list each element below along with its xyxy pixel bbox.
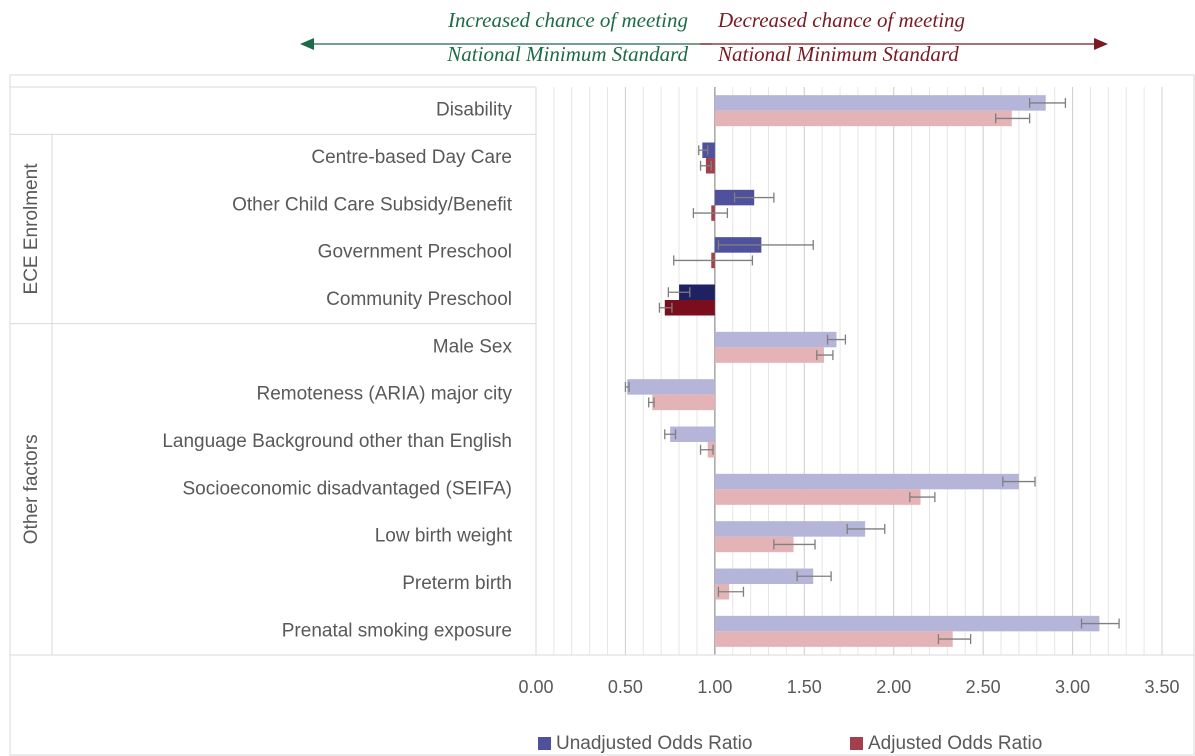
bar [714, 473, 1019, 490]
error-bar [667, 287, 691, 298]
annotation-text: National Minimum Standard [446, 42, 688, 66]
group-label: Other factors [21, 434, 42, 544]
error-bar [1028, 97, 1067, 108]
annotation-text: Decreased chance of meeting [717, 8, 965, 32]
category-label: Disability [436, 100, 513, 121]
legend-swatch [850, 737, 863, 750]
category-label: Low birth weight [375, 526, 513, 547]
bar [714, 631, 953, 647]
error-bar [717, 586, 745, 597]
x-tick-label: 2.00 [876, 677, 911, 697]
arrow-head [1094, 38, 1108, 50]
category-label: Remoteness (ARIA) major city [256, 384, 512, 405]
error-bar [796, 571, 832, 582]
x-tick-label: 0.00 [518, 677, 553, 697]
bar [714, 568, 814, 584]
x-tick-label: 1.50 [787, 677, 822, 697]
error-bar [658, 302, 673, 313]
category-label: Centre-based Day Care [311, 147, 512, 168]
bar [714, 331, 837, 348]
error-bar [995, 113, 1031, 124]
bar [702, 142, 715, 158]
bar [714, 615, 1100, 632]
x-tick-label: 2.50 [966, 677, 1001, 697]
error-bar [909, 492, 936, 503]
x-tick-label: 1.00 [697, 677, 732, 697]
bar [714, 489, 921, 505]
arrow-head [300, 38, 314, 50]
error-bar [624, 381, 630, 392]
category-label: Government Preschool [318, 242, 512, 263]
error-bar [937, 634, 972, 645]
error-bar [816, 350, 834, 361]
error-bar [773, 539, 816, 550]
error-bar [717, 239, 814, 250]
bar [714, 95, 1046, 111]
bar [664, 300, 715, 316]
error-bar [733, 192, 775, 203]
error-bar [692, 208, 729, 219]
category-label: Preterm birth [402, 573, 512, 594]
annotation-text: National Minimum Standard [717, 42, 959, 66]
error-bar [846, 523, 886, 534]
category-label: Other Child Care Subsidy/Benefit [232, 194, 513, 215]
x-tick-label: 3.00 [1055, 677, 1090, 697]
category-label: Male Sex [433, 336, 513, 357]
legend-label: Adjusted Odds Ratio [868, 733, 1042, 754]
x-tick-label: 3.50 [1144, 677, 1179, 697]
legend-swatch [538, 737, 551, 750]
bar [670, 426, 715, 442]
category-label: Language Background other than English [162, 431, 512, 452]
category-label: Prenatal smoking exposure [282, 620, 512, 641]
bar [714, 521, 866, 537]
error-bar [698, 145, 709, 156]
category-label: Socioeconomic disadvantaged (SEIFA) [182, 478, 512, 499]
error-bar [648, 397, 655, 408]
error-bar [1002, 476, 1036, 487]
chart-frame [9, 74, 1195, 756]
group-label: ECE Enrolment [21, 163, 42, 295]
error-bar [1080, 618, 1120, 629]
bar [679, 284, 715, 300]
bar [627, 379, 715, 395]
legend-label: Unadjusted Odds Ratio [556, 733, 752, 754]
bar [652, 394, 715, 411]
bar [714, 110, 1012, 127]
error-bar [826, 334, 847, 345]
error-bar [699, 160, 712, 171]
bar [714, 347, 824, 363]
annotation-text: Increased chance of meeting [447, 8, 688, 32]
error-bar [664, 429, 677, 440]
category-label: Community Preschool [326, 289, 512, 310]
x-tick-label: 0.50 [608, 677, 643, 697]
error-bar [673, 255, 754, 266]
error-bar [699, 444, 714, 455]
